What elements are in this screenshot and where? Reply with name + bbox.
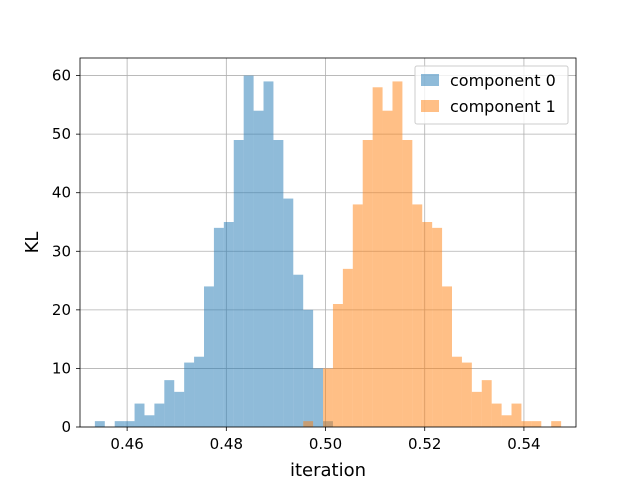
histogram-bar-component-1 xyxy=(442,286,452,427)
histogram-bar-component-0 xyxy=(243,75,254,428)
histogram-bar-component-1 xyxy=(402,140,413,427)
histogram-bar-component-1 xyxy=(422,222,433,427)
histogram-bar-component-0 xyxy=(204,286,214,427)
histogram-bar-component-1 xyxy=(412,204,423,427)
y-tick-label: 10 xyxy=(52,359,71,377)
histogram-bar-component-1 xyxy=(501,415,512,427)
histogram-bar-component-1 xyxy=(362,140,373,427)
histogram-bar-component-1 xyxy=(461,362,472,427)
histogram-bar-component-0 xyxy=(124,421,135,427)
histogram-bar-component-1 xyxy=(323,368,333,427)
histogram-bar-component-1 xyxy=(551,421,562,427)
histogram-bar-component-0 xyxy=(313,368,324,427)
histogram-bar-component-0 xyxy=(233,140,244,427)
x-tick-label: 0.52 xyxy=(408,435,441,453)
histogram-bar-component-0 xyxy=(144,415,155,427)
x-axis-label: iteration xyxy=(290,460,366,480)
plot-frame xyxy=(79,57,577,428)
histogram-bar-component-1 xyxy=(481,380,492,427)
histogram-bar-component-1 xyxy=(531,421,542,427)
histogram-bar-component-1 xyxy=(332,304,343,427)
histogram-bar-component-0 xyxy=(253,110,264,427)
x-tick-label: 0.46 xyxy=(110,435,143,453)
histogram-bar-component-0 xyxy=(184,362,195,427)
histogram-bar-component-0 xyxy=(213,227,224,427)
histogram-bar-component-1 xyxy=(511,403,522,427)
histogram-bar-component-0 xyxy=(293,274,304,427)
histogram-bar-component-0 xyxy=(114,421,125,427)
histogram-bar-component-1 xyxy=(303,421,314,427)
x-tick-label: 0.54 xyxy=(507,435,540,453)
histogram-bar-component-0 xyxy=(223,222,234,427)
y-tick-label: 40 xyxy=(52,184,71,202)
y-tick-label: 50 xyxy=(52,125,71,143)
ticks-layer: 0.46 0.48 0.50 0.52 0.54 0 10 20 30 40 50 60 xyxy=(52,67,541,453)
histogram-bar-component-1 xyxy=(382,110,393,427)
histogram-bar-component-1 xyxy=(392,81,403,427)
histogram-bar-component-0 xyxy=(174,391,185,427)
legend-swatch-component-1 xyxy=(421,100,439,112)
histogram-bar-component-0 xyxy=(273,140,284,427)
legend-box xyxy=(414,65,569,125)
y-tick-label: 30 xyxy=(52,242,71,260)
histogram-bar-component-0 xyxy=(164,380,175,427)
y-axis-label: KL xyxy=(22,232,43,254)
histogram-bar-component-1 xyxy=(471,391,482,427)
histogram-bar-component-1 xyxy=(491,403,502,427)
histogram-bar-component-1 xyxy=(372,87,383,428)
histogram-bar-component-0 xyxy=(154,403,165,427)
histogram-bar-component-0 xyxy=(283,198,294,427)
histogram-bar-component-1 xyxy=(432,227,443,427)
bars-layer xyxy=(94,75,562,428)
legend-label-component-1: component 1 xyxy=(450,97,556,116)
histogram-bar-component-0 xyxy=(303,309,314,427)
histogram-bar-component-0 xyxy=(194,356,204,427)
legend-swatch-component-0 xyxy=(421,74,439,86)
y-tick-label: 60 xyxy=(52,67,71,85)
histogram-bar-component-1 xyxy=(521,421,532,427)
y-tick-label: 0 xyxy=(61,418,71,436)
histogram-bar-component-0 xyxy=(134,403,145,427)
histogram-bar-component-0 xyxy=(94,421,105,427)
legend: component 0 component 1 xyxy=(414,65,569,125)
histogram-bar-component-1 xyxy=(452,356,462,427)
x-tick-label: 0.48 xyxy=(210,435,243,453)
histogram-bar-component-0 xyxy=(263,81,274,427)
histogram-bar-component-1 xyxy=(352,204,363,427)
histogram-bar-component-1 xyxy=(342,268,353,427)
y-tick-label: 20 xyxy=(52,301,71,319)
x-tick-label: 0.50 xyxy=(309,435,342,453)
legend-label-component-0: component 0 xyxy=(450,71,556,90)
